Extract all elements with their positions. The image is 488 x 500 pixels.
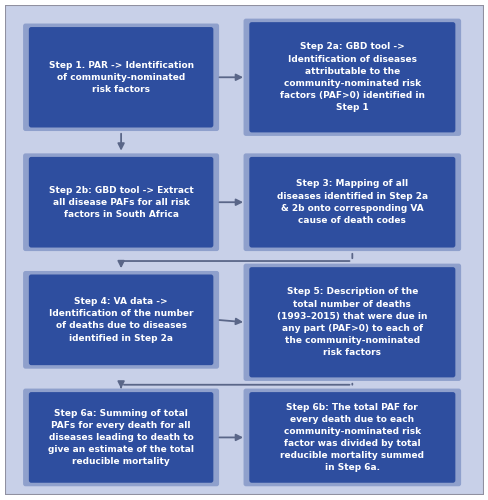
Text: Step 5: Description of the
total number of deaths
(1993–2015) that were due in
a: Step 5: Description of the total number … — [277, 288, 427, 357]
FancyBboxPatch shape — [243, 264, 460, 381]
FancyBboxPatch shape — [29, 27, 213, 128]
Text: Step 2b: GBD tool -> Extract
all disease PAFs for all risk
factors in South Afri: Step 2b: GBD tool -> Extract all disease… — [49, 186, 193, 219]
Text: Step 3: Mapping of all
diseases identified in Step 2a
& 2b onto corresponding VA: Step 3: Mapping of all diseases identifi… — [276, 180, 427, 225]
FancyBboxPatch shape — [23, 154, 219, 251]
FancyBboxPatch shape — [29, 274, 213, 365]
FancyBboxPatch shape — [23, 271, 219, 368]
FancyBboxPatch shape — [249, 267, 454, 378]
FancyBboxPatch shape — [29, 392, 213, 483]
FancyBboxPatch shape — [23, 388, 219, 486]
Text: Step 1. PAR -> Identification
of community-nominated
risk factors: Step 1. PAR -> Identification of communi… — [48, 60, 193, 94]
Text: Step 6a: Summing of total
PAFs for every death for all
diseases leading to death: Step 6a: Summing of total PAFs for every… — [48, 408, 194, 466]
FancyBboxPatch shape — [249, 157, 454, 248]
FancyBboxPatch shape — [249, 392, 454, 483]
Text: Step 2a: GBD tool ->
Identification of diseases
attributable to the
community-no: Step 2a: GBD tool -> Identification of d… — [279, 42, 424, 112]
FancyBboxPatch shape — [5, 5, 483, 495]
FancyBboxPatch shape — [243, 154, 460, 251]
Text: Step 6b: The total PAF for
every death due to each
community-nominated risk
fact: Step 6b: The total PAF for every death d… — [280, 402, 424, 472]
Text: Step 4: VA data ->
Identification of the number
of deaths due to diseases
identi: Step 4: VA data -> Identification of the… — [49, 297, 193, 343]
FancyBboxPatch shape — [29, 157, 213, 248]
FancyBboxPatch shape — [23, 24, 219, 131]
FancyBboxPatch shape — [243, 388, 460, 486]
FancyBboxPatch shape — [249, 22, 454, 132]
FancyBboxPatch shape — [243, 18, 460, 136]
